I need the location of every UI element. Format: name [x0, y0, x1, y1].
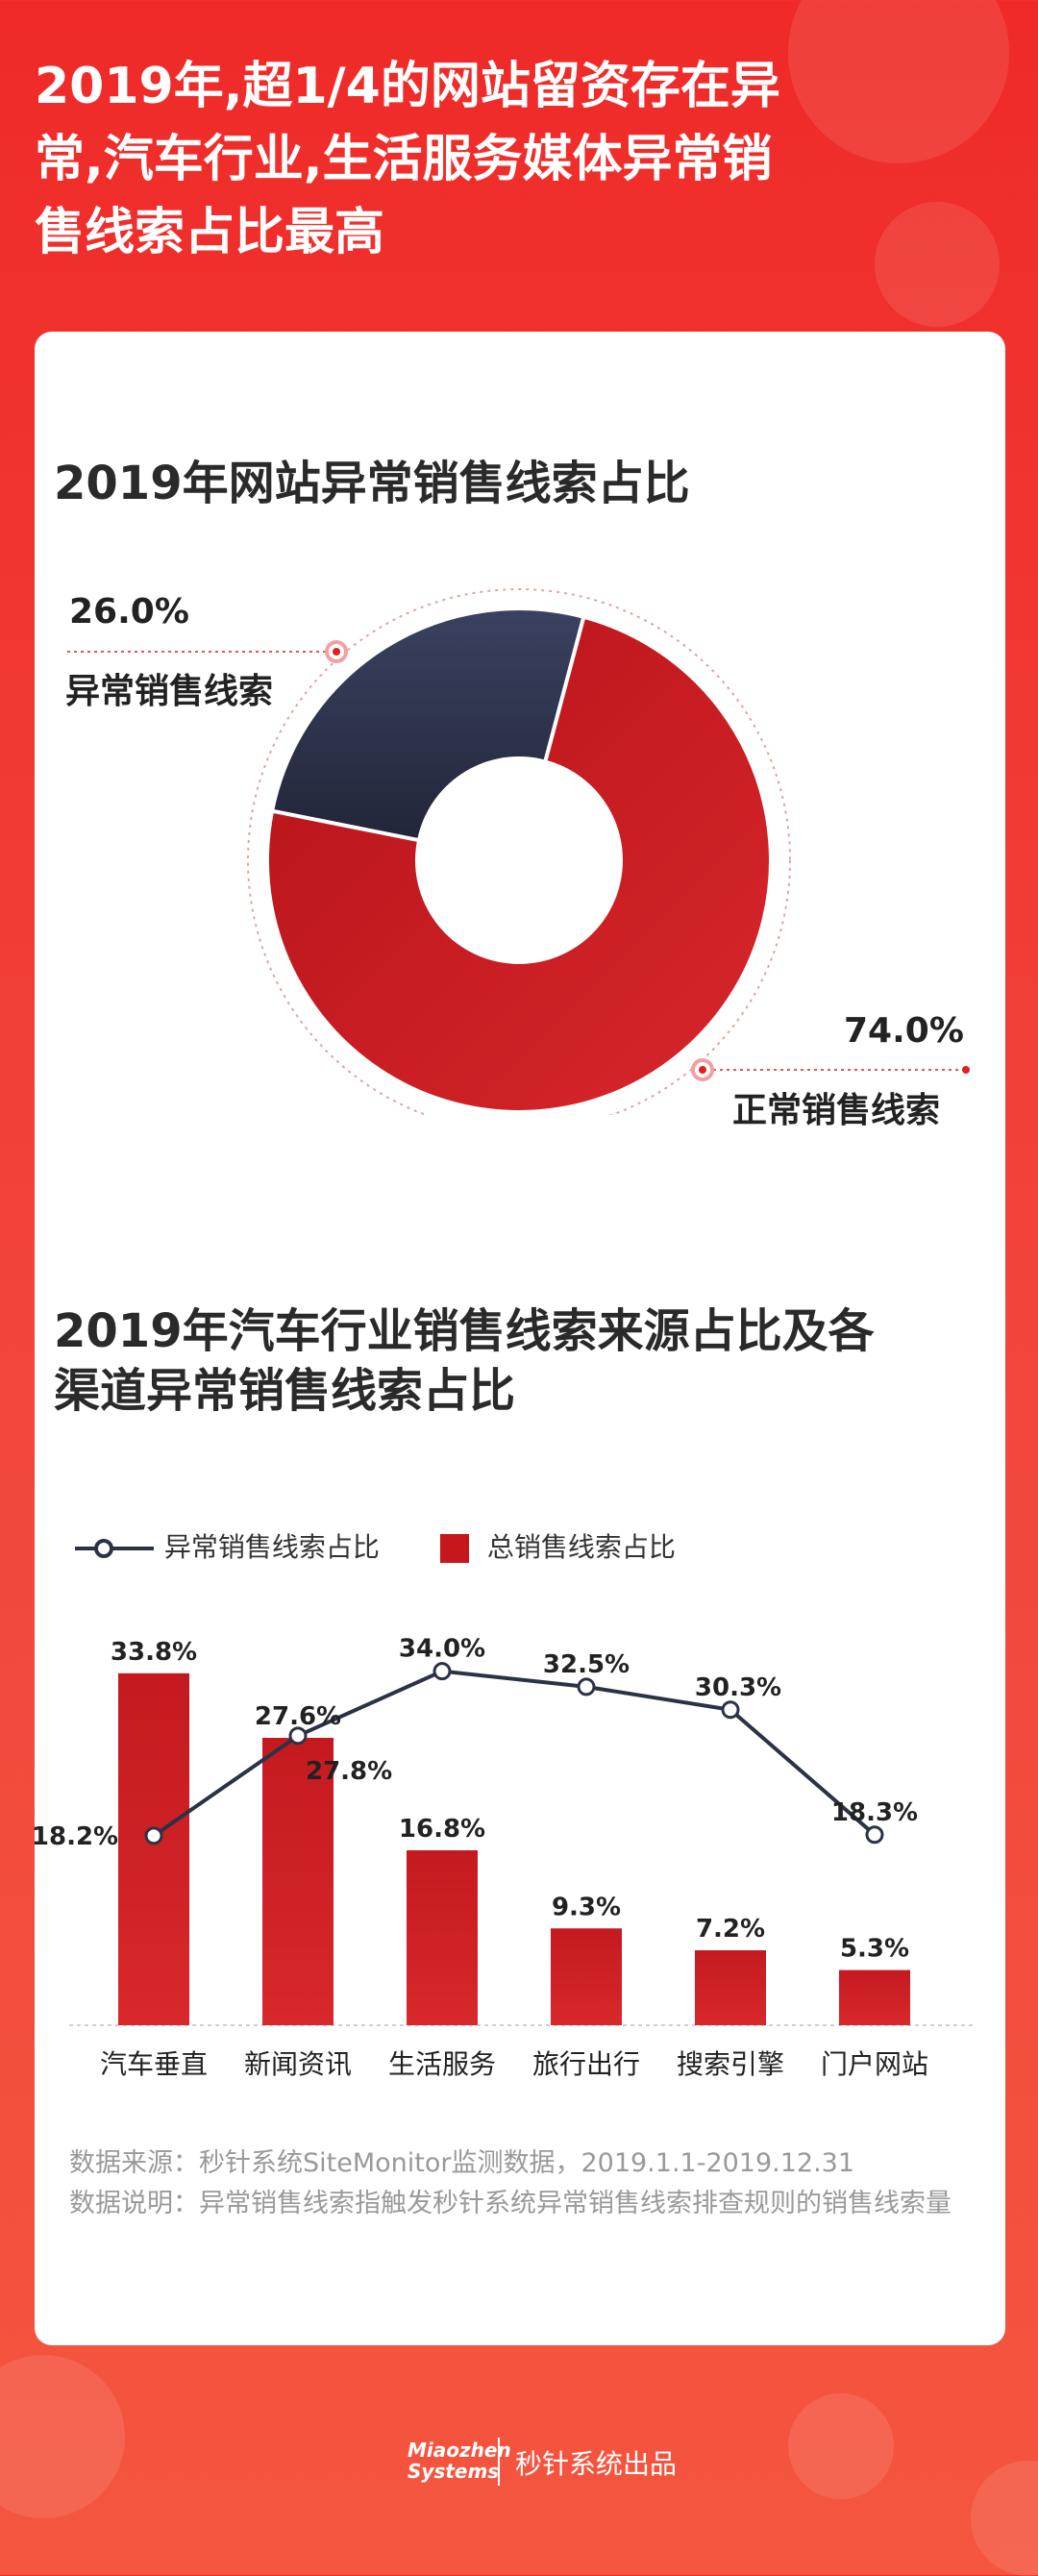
bar-value-label: 27.6% [255, 1702, 341, 1731]
bar [262, 1738, 334, 2025]
legend-line-marker [75, 1539, 154, 1558]
legend-line-label: 异常销售线索占比 [163, 1531, 380, 1563]
bar-section-title-line: 2019年汽车行业销售线索来源占比及各 [54, 1304, 875, 1358]
callout-dot-normal-core [699, 1066, 706, 1074]
line-value-label: 34.0% [399, 1635, 485, 1664]
x-tick-label: 新闻资讯 [244, 2048, 352, 2080]
bar [695, 1950, 766, 2025]
page-title-line: 2019年,超1/4的网站留资存在异 [35, 58, 780, 115]
page-title-line: 常,汽车行业,生活服务媒体异常销 [35, 131, 773, 188]
legend-bar-marker [440, 1534, 469, 1563]
x-tick-label: 搜索引擎 [677, 2048, 784, 2080]
line-value-label: 27.8% [306, 1757, 392, 1786]
bar-value-label: 9.3% [552, 1893, 621, 1921]
bar [118, 1672, 189, 2025]
callout-end-dot [962, 1066, 970, 1074]
line-point [721, 1700, 740, 1720]
combo-chart: 33.8% 汽车垂直 27.6% 新闻资讯 16.8% 生活服务 9.3% 旅行出行 7.2% 搜… [32, 1635, 973, 2080]
bar-value-label: 7.2% [696, 1915, 765, 1944]
legend-bar-label: 总销售线索占比 [486, 1531, 676, 1563]
donut-label-abnormal-value: 26.0% [69, 592, 189, 632]
line-point [144, 1826, 163, 1845]
line-point [432, 1662, 452, 1681]
line-value-label: 30.3% [695, 1673, 781, 1702]
bar [839, 1969, 910, 2025]
donut-label-normal-name: 正常销售线索 [732, 1091, 941, 1130]
footer-divider [498, 2438, 500, 2486]
bar-section-title-line: 渠道异常销售线索占比 [54, 1364, 516, 1418]
bar-value-label: 5.3% [840, 1935, 909, 1964]
data-source-note: 数据来源：秒针系统SiteMonitor监测数据，2019.1.1-2019.1… [69, 2148, 855, 2178]
x-tick-label: 门户网站 [821, 2048, 928, 2080]
bar [551, 1928, 622, 2025]
line-value-label: 18.2% [32, 1822, 118, 1851]
footer-credit: 秒针系统出品 [515, 2448, 678, 2480]
brand-logo-line: Systems [408, 2460, 500, 2483]
x-tick-label: 汽车垂直 [100, 2048, 208, 2080]
legend-item-bar: 总销售线索占比 [440, 1526, 676, 1565]
footer: Miaozhen Systems 秒针系统出品 [0, 2432, 1038, 2509]
donut-label-normal-value: 74.0% [844, 1011, 964, 1051]
line-point [288, 1726, 308, 1746]
brand-logo-line: Miaozhen [408, 2439, 511, 2462]
bar [407, 1850, 478, 2025]
donut-hole [415, 756, 623, 964]
donut-outer-ring [247, 588, 791, 1115]
line-series [152, 1669, 877, 1838]
bar-value-label: 33.8% [111, 1638, 197, 1667]
page-title-line: 售线索占比最高 [35, 204, 385, 261]
brand-logo: Miaozhen Systems [408, 2439, 511, 2483]
decor-bubble [0, 2355, 125, 2518]
x-tick-label: 旅行出行 [532, 2048, 640, 2080]
decor-bubble [788, 2393, 894, 2499]
line-point [577, 1677, 596, 1697]
data-explanation-note: 数据说明：异常销售线索指触发秒针系统异常销售线索排查规则的销售线索量 [69, 2189, 952, 2218]
x-tick-label: 生活服务 [388, 2048, 496, 2080]
line-value-label: 18.3% [831, 1798, 918, 1827]
line-point [865, 1825, 884, 1845]
donut-section-title: 2019年网站异常销售线索占比 [54, 457, 690, 510]
page-title: 2019年,超1/4的网站留资存在异 常,汽车行业,生活服务媒体异常销 售线索占… [35, 50, 996, 269]
legend-item-line: 异常销售线索占比 [73, 1526, 380, 1565]
decor-bubble [875, 202, 1000, 327]
donut-chart [67, 588, 970, 1115]
bar-section-title: 2019年汽车行业销售线索来源占比及各 渠道异常销售线索占比 [54, 1301, 875, 1421]
chart-notes: 数据来源：秒针系统SiteMonitor监测数据，2019.1.1-2019.1… [69, 2143, 963, 2224]
donut-label-abnormal-name: 异常销售线索 [65, 672, 274, 711]
line-value-label: 32.5% [543, 1650, 630, 1679]
callout-dot-abnormal-core [333, 648, 340, 656]
bar-value-label: 16.8% [399, 1815, 485, 1844]
